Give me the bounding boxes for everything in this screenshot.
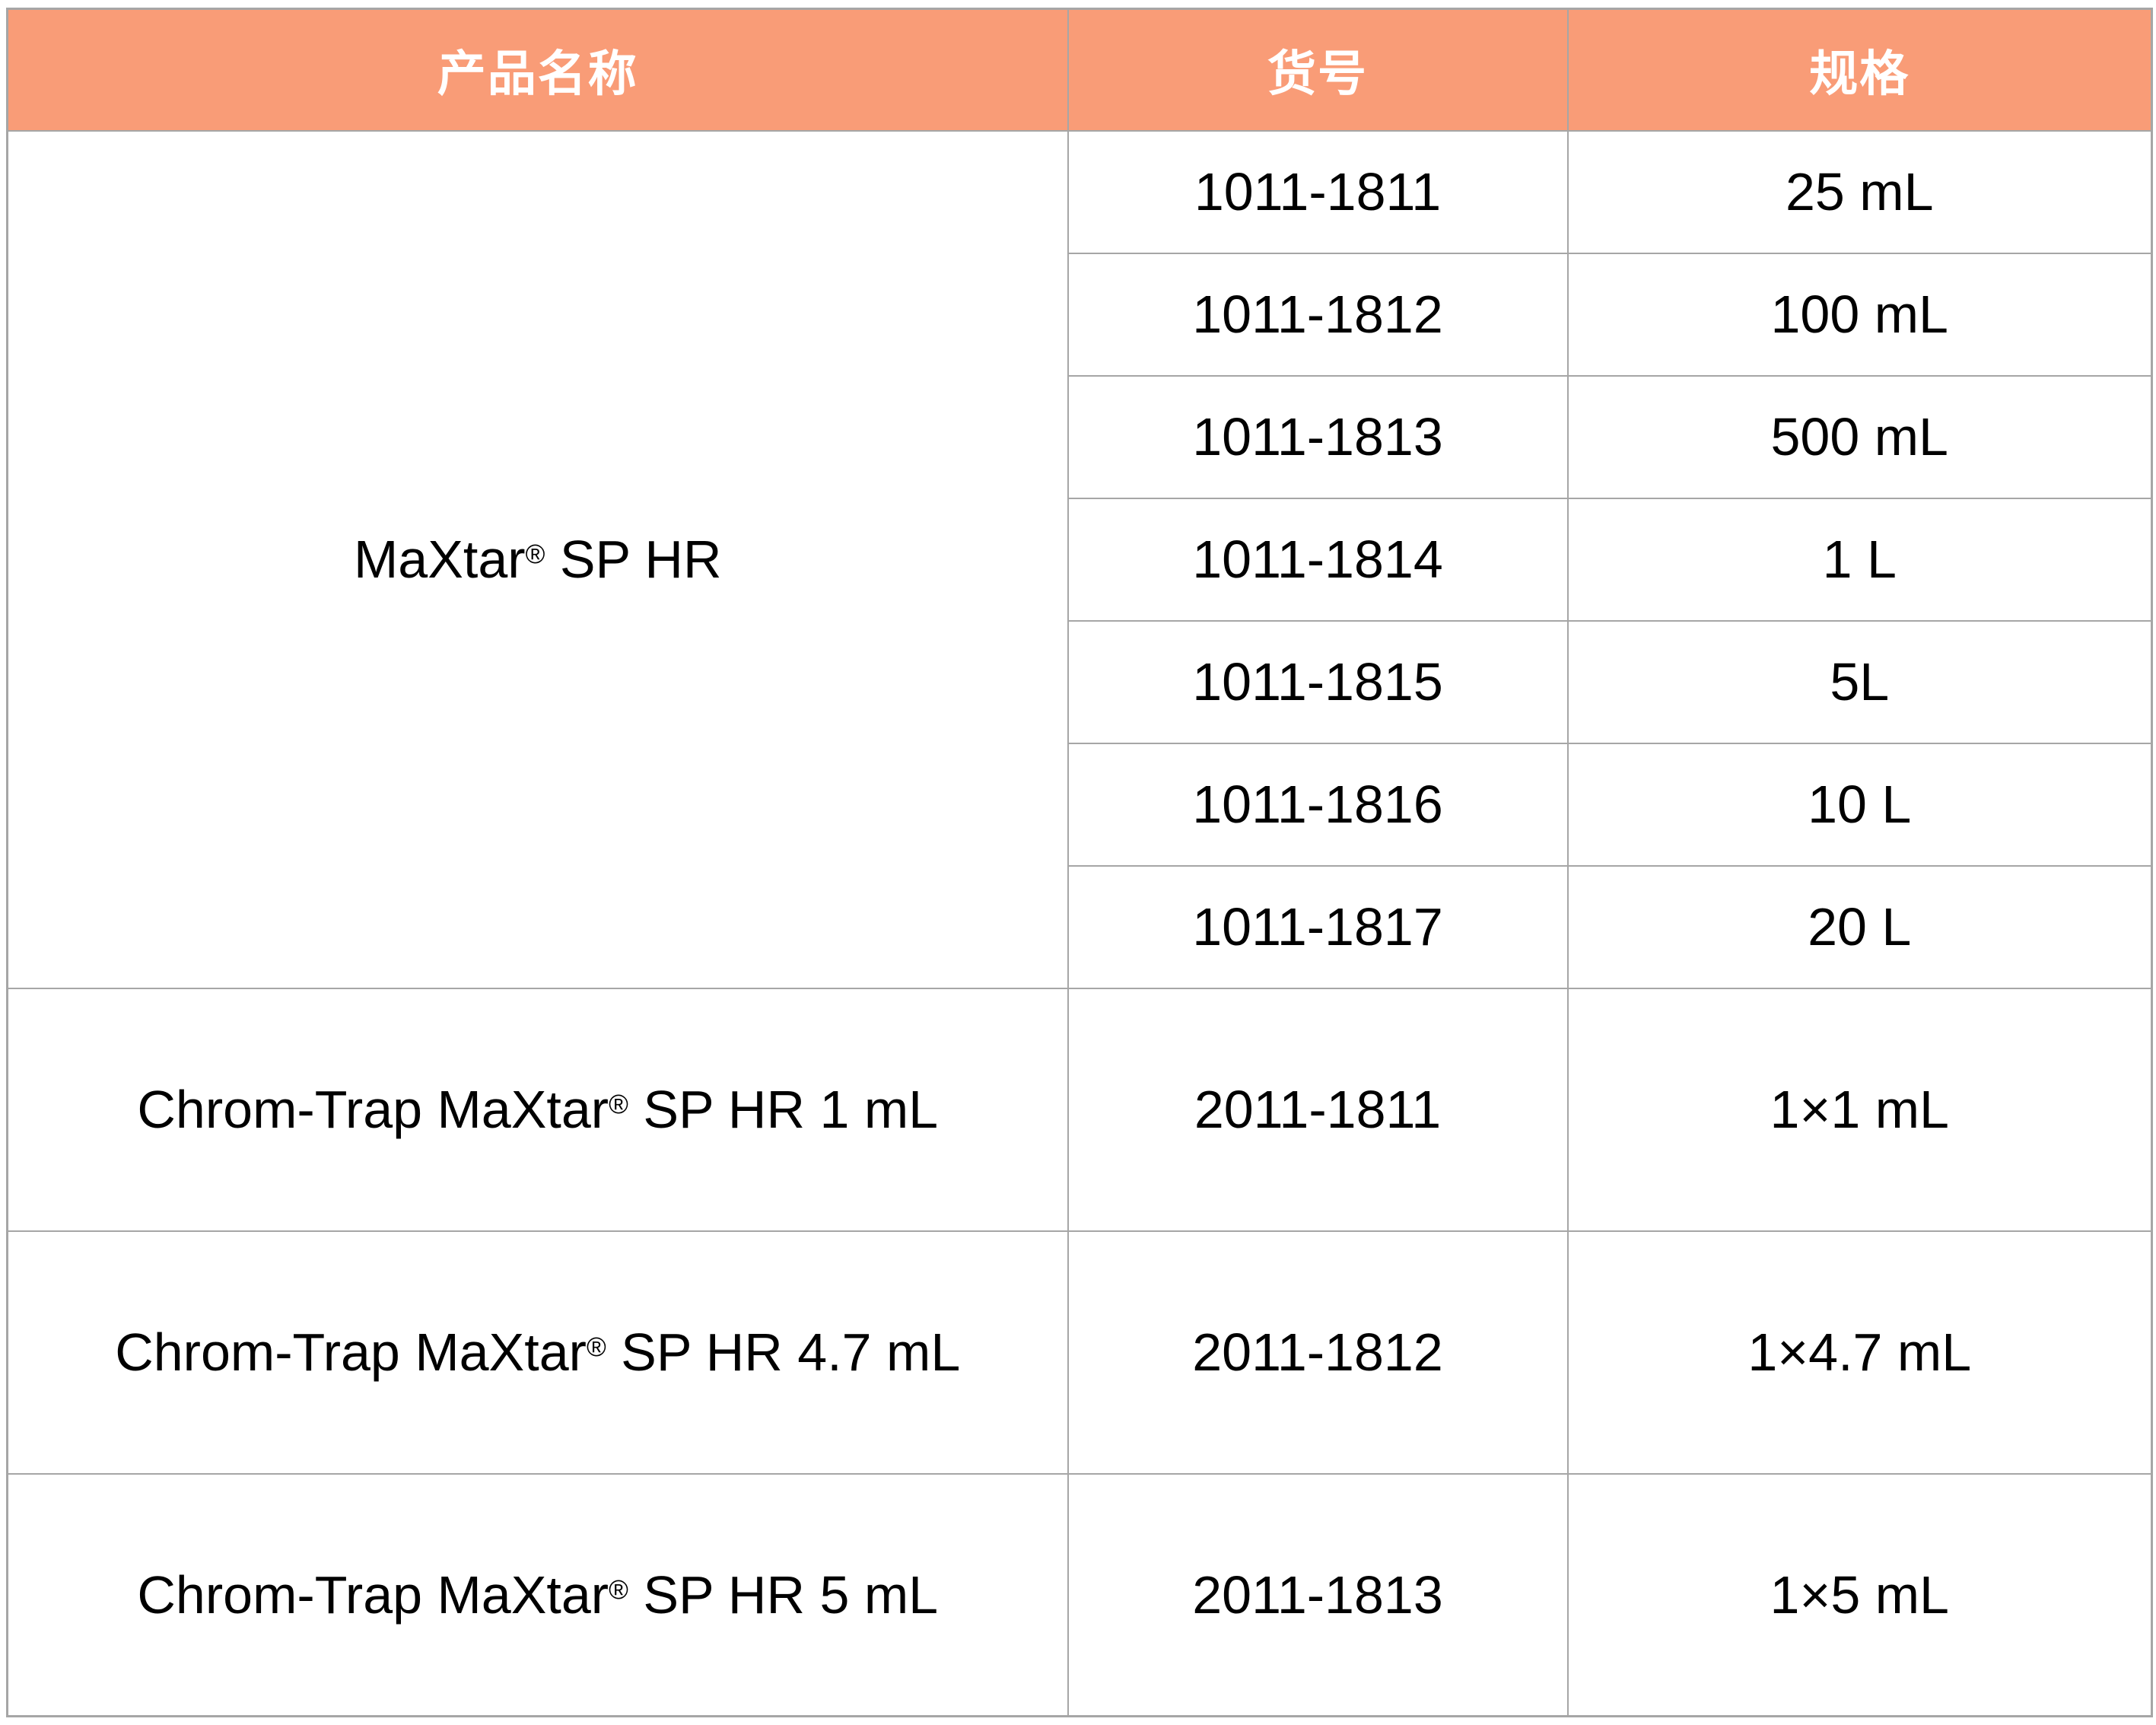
table-row: 1011-1816 10 L	[8, 742, 2153, 867]
catalog-number-cell: 1011-1817	[1067, 864, 1569, 989]
product-table: 产品名称 货号 规格 MaXtar® SP HR 1011-1811 25 mL…	[6, 8, 2153, 1717]
table-row: 1011-1814 1 L	[8, 497, 2153, 622]
table-row: 1011-1817 20 L	[8, 864, 2153, 989]
catalog-number-cell: 2011-1811	[1067, 987, 1569, 1232]
column-header-catalog-number: 货号	[1067, 8, 1569, 132]
product-name-cell: Chrom-Trap MaXtar® SP HR 5 mL	[6, 1472, 1069, 1717]
spec-cell: 10 L	[1566, 742, 2153, 867]
catalog-number-cell: 1011-1811	[1067, 129, 1569, 254]
spec-cell: 100 mL	[1566, 252, 2153, 377]
table-row: Chrom-Trap MaXtar® SP HR 5 mL 2011-1813 …	[6, 1472, 2153, 1717]
product-name-cell: Chrom-Trap MaXtar® SP HR 4.7 mL	[6, 1230, 1069, 1475]
catalog-number-cell: 1011-1815	[1067, 619, 1569, 744]
spec-cell: 5L	[1566, 619, 2153, 744]
spec-cell: 1×1 mL	[1566, 987, 2153, 1232]
column-header-spec: 规格	[1566, 8, 2153, 132]
table-row: Chrom-Trap MaXtar® SP HR 4.7 mL 2011-181…	[6, 1230, 2153, 1475]
catalog-number-cell: 1011-1812	[1067, 252, 1569, 377]
spec-cell: 20 L	[1566, 864, 2153, 989]
spec-cell: 1×5 mL	[1566, 1472, 2153, 1717]
catalog-number-cell: 1011-1814	[1067, 497, 1569, 622]
catalog-number-cell: 2011-1812	[1067, 1230, 1569, 1475]
spec-cell: 25 mL	[1566, 129, 2153, 254]
table-row: MaXtar® SP HR 1011-1811 25 mL	[6, 129, 2153, 989]
header-row: 产品名称 货号 规格	[6, 8, 2153, 132]
column-header-product-name: 产品名称	[6, 8, 1069, 132]
spec-cell: 500 mL	[1566, 374, 2153, 499]
table-row: 1011-1815 5L	[8, 619, 2153, 744]
catalog-number-cell: 1011-1816	[1067, 742, 1569, 867]
spec-cell: 1 L	[1566, 497, 2153, 622]
table-row: 1011-1813 500 mL	[8, 374, 2153, 499]
product-name-cell: MaXtar® SP HR	[6, 129, 1069, 989]
table-row: Chrom-Trap MaXtar® SP HR 1 mL 2011-1811 …	[6, 987, 2153, 1232]
spec-cell: 1×4.7 mL	[1566, 1230, 2153, 1475]
catalog-number-cell: 1011-1813	[1067, 374, 1569, 499]
product-name-cell: Chrom-Trap MaXtar® SP HR 1 mL	[6, 987, 1069, 1232]
table-row: 1011-1812 100 mL	[8, 252, 2153, 377]
catalog-number-cell: 2011-1813	[1067, 1472, 1569, 1717]
